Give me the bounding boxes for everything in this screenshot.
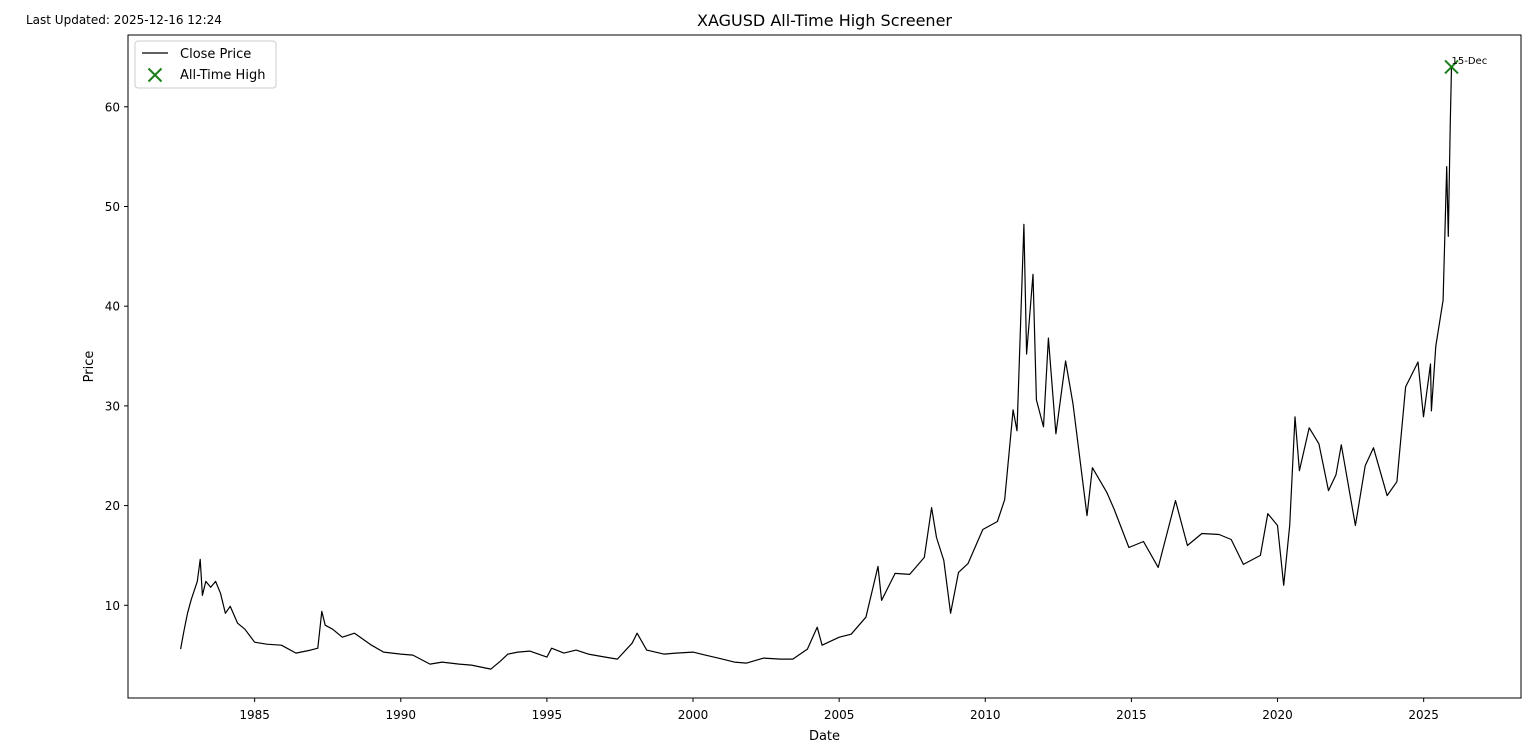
last-updated-text: Last Updated: 2025-12-16 12:24 [26,13,222,27]
ath-annotation: 15-Dec [1452,56,1488,67]
x-axis-label: Date [809,729,840,744]
x-tick-label: 1990 [385,708,416,722]
legend-marker-swatch [147,67,163,83]
x-tick-label: 2000 [678,708,709,722]
legend-entry-close-price: Close Price [180,47,251,62]
x-tick-label: 2025 [1408,708,1439,722]
x-tick-label: 2015 [1116,708,1147,722]
y-tick-label: 30 [105,399,120,413]
y-tick-label: 20 [105,499,120,513]
y-tick-label: 60 [105,100,120,114]
y-tick-label: 40 [105,300,120,314]
legend-entry-all-time-high: All-Time High [180,68,265,83]
legend-box [134,40,277,89]
chart-title: XAGUSD All-Time High Screener [697,11,952,30]
y-tick-label: 10 [105,599,120,613]
x-tick-label: 1995 [532,708,563,722]
x-tick-label: 1985 [239,708,270,722]
x-tick-label: 2005 [824,708,855,722]
x-tick-label: 2020 [1262,708,1293,722]
x-tick-label: 2010 [970,708,1001,722]
ath-marker [1444,59,1459,75]
plot-frame [127,34,1522,699]
y-axis-label: Price [82,351,97,383]
y-tick-label: 50 [105,200,120,214]
close-price-line [180,66,1453,670]
